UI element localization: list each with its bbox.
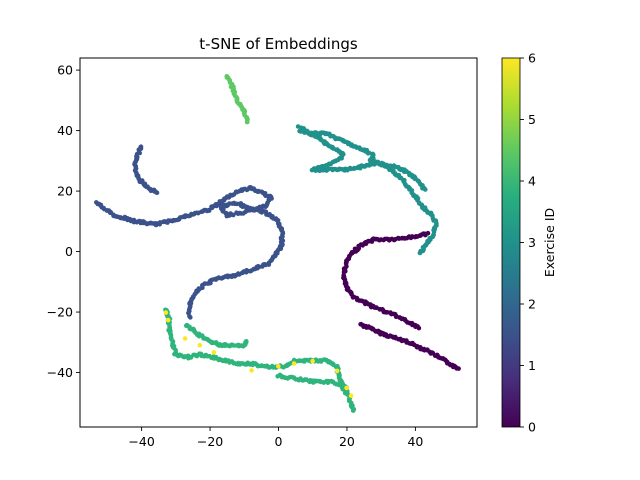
colorbar-tick-label: 0	[528, 420, 536, 435]
cluster-exercise-1	[94, 185, 286, 287]
colorbar-tick-label: 2	[528, 297, 536, 312]
scatter-point	[456, 366, 461, 371]
scatter-point	[334, 368, 340, 374]
colorbar-tick-label: 5	[528, 112, 536, 127]
cluster-exercise-2	[297, 128, 428, 192]
scatter-point	[154, 190, 160, 195]
y-tick-label: 0	[65, 244, 73, 259]
cluster-exercise-0	[358, 321, 461, 371]
cluster-exercise-4	[224, 74, 250, 125]
scatter-point	[425, 230, 431, 236]
cluster-exercise-1	[186, 282, 205, 320]
x-tick-label: 0	[275, 434, 283, 449]
scatter-point	[291, 361, 297, 366]
cluster-exercise-1	[132, 144, 160, 195]
scatter-points	[94, 74, 461, 413]
x-tick-label: 40	[407, 434, 423, 449]
scatter-point	[276, 364, 281, 369]
scatter-point	[188, 315, 193, 320]
y-tick-label: 40	[57, 123, 73, 138]
scatter-point	[211, 350, 217, 355]
scatter-point	[317, 379, 323, 384]
scatter-point	[206, 207, 212, 213]
scatter-point	[249, 368, 254, 373]
colorbar-tick-label: 4	[528, 174, 536, 189]
scatter-point	[244, 339, 249, 344]
colorbar: 0 1 2 3 4 5 6 Exercise ID	[501, 51, 557, 435]
chart-title: t-SNE of Embeddings	[199, 35, 358, 53]
scatter-point	[197, 343, 203, 348]
scatter-point	[163, 310, 169, 315]
cluster-exercise-6	[163, 310, 354, 399]
scatter-point	[342, 390, 348, 396]
y-tick-label: −20	[47, 305, 73, 320]
scatter-point	[234, 210, 239, 215]
colorbar-tick-label: 3	[528, 235, 536, 250]
y-tick-label: −40	[47, 365, 73, 380]
scatter-point	[348, 393, 354, 399]
colorbar-ticks: 0 1 2 3 4 5 6	[520, 51, 536, 435]
scatter-point	[376, 161, 382, 167]
y-tick-label: 20	[57, 184, 73, 199]
scatter-point	[350, 408, 356, 413]
colorbar-gradient	[501, 57, 521, 428]
cluster-exercise-3	[184, 322, 249, 349]
colorbar-tick-label: 1	[528, 358, 536, 373]
cluster-exercise-3	[163, 307, 357, 413]
cluster-exercise-0	[341, 230, 431, 331]
scatter-point	[423, 187, 428, 192]
y-tick-label: 60	[57, 63, 73, 78]
scatter-point	[310, 358, 315, 364]
scatter-point	[165, 317, 171, 323]
x-tick-label: −40	[128, 434, 154, 449]
scatter-point	[417, 250, 423, 256]
y-axis: −40 −20 0 20 40 60	[47, 63, 80, 380]
scatter-point	[344, 385, 349, 391]
x-tick-label: 20	[339, 434, 355, 449]
colorbar-tick-label: 6	[528, 51, 536, 66]
plot-frame	[79, 57, 478, 428]
scatter-point	[182, 336, 188, 341]
cluster-exercise-3	[275, 372, 349, 396]
colorbar-label: Exercise ID	[542, 208, 557, 277]
scatter-point	[245, 119, 250, 125]
x-tick-label: −20	[197, 434, 223, 449]
x-axis: −40 −20 0 20 40	[128, 427, 423, 449]
